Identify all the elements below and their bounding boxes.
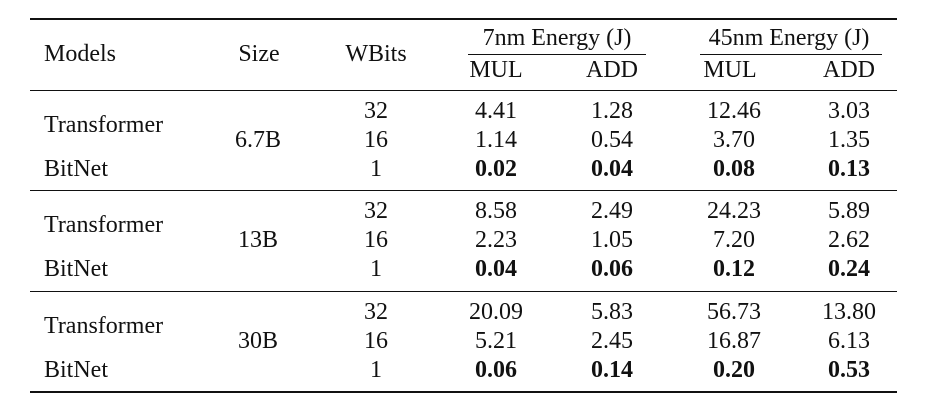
- add-45nm-cell: 6.13: [828, 328, 870, 354]
- model-label-bitnet: BitNet: [44, 156, 108, 182]
- mul-7nm-cell-bold: 0.06: [475, 357, 517, 383]
- header-mul-45nm: MUL: [703, 57, 757, 83]
- add-7nm-cell-bold: 0.04: [591, 156, 633, 182]
- mul-7nm-cell: 8.58: [475, 198, 517, 224]
- wbits-cell: 1: [370, 357, 382, 383]
- wbits-cell: 16: [364, 328, 388, 354]
- add-7nm-cell: 2.45: [591, 328, 633, 354]
- mul-45nm-cell-bold: 0.20: [713, 357, 755, 383]
- wbits-cell: 16: [364, 127, 388, 153]
- wbits-cell: 1: [370, 156, 382, 182]
- add-7nm-cell: 1.05: [591, 227, 633, 253]
- header-wbits: WBits: [345, 41, 407, 67]
- add-45nm-cell: 1.35: [828, 127, 870, 153]
- mul-45nm-cell: 24.23: [707, 198, 761, 224]
- model-label-transformer: Transformer: [44, 313, 164, 339]
- mul-7nm-cell: 4.41: [475, 98, 517, 124]
- mul-45nm-cell: 16.87: [707, 328, 761, 354]
- add-7nm-cell: 0.54: [591, 127, 633, 153]
- add-7nm-cell: 2.49: [591, 198, 633, 224]
- model-label-bitnet: BitNet: [44, 256, 108, 282]
- header-add-7nm: ADD: [586, 57, 638, 83]
- mul-7nm-cell-bold: 0.04: [475, 256, 517, 282]
- wbits-cell: 32: [364, 198, 388, 224]
- cmidrule-7nm: [468, 54, 646, 55]
- wbits-cell: 1: [370, 256, 382, 282]
- add-45nm-cell: 3.03: [828, 98, 870, 124]
- mul-7nm-cell: 5.21: [475, 328, 517, 354]
- mul-45nm-cell: 12.46: [707, 98, 761, 124]
- add-45nm-cell-bold: 0.53: [828, 357, 870, 383]
- wbits-cell: 16: [364, 227, 388, 253]
- size-cell: 6.7B: [234, 127, 282, 153]
- size-cell: 13B: [237, 227, 279, 253]
- cmidrule-45nm: [700, 54, 882, 55]
- header-size: Size: [238, 41, 280, 67]
- wbits-cell: 32: [364, 299, 388, 325]
- model-label-transformer: Transformer: [44, 112, 164, 138]
- mul-7nm-cell: 2.23: [475, 227, 517, 253]
- add-45nm-cell-bold: 0.24: [828, 256, 870, 282]
- header-7nm-energy: 7nm Energy (J): [482, 25, 632, 51]
- mul-7nm-cell-bold: 0.02: [475, 156, 517, 182]
- mul-45nm-cell: 7.20: [713, 227, 755, 253]
- add-7nm-cell: 1.28: [591, 98, 633, 124]
- add-7nm-cell: 5.83: [591, 299, 633, 325]
- mul-45nm-cell: 56.73: [707, 299, 761, 325]
- model-label-bitnet: BitNet: [44, 357, 108, 383]
- header-rule: [30, 90, 897, 91]
- top-rule: [30, 18, 897, 20]
- mul-45nm-cell-bold: 0.12: [713, 256, 755, 282]
- header-mul-7nm: MUL: [469, 57, 523, 83]
- mul-7nm-cell: 1.14: [475, 127, 517, 153]
- add-45nm-cell: 5.89: [828, 198, 870, 224]
- mul-7nm-cell: 20.09: [469, 299, 523, 325]
- group-rule: [30, 291, 897, 292]
- size-cell: 30B: [237, 328, 279, 354]
- header-45nm-energy: 45nm Energy (J): [708, 25, 870, 51]
- add-7nm-cell-bold: 0.06: [591, 256, 633, 282]
- group-rule: [30, 190, 897, 191]
- model-label-transformer: Transformer: [44, 212, 164, 238]
- add-45nm-cell: 13.80: [822, 299, 876, 325]
- add-7nm-cell-bold: 0.14: [591, 357, 633, 383]
- bottom-rule: [30, 391, 897, 393]
- mul-45nm-cell-bold: 0.08: [713, 156, 755, 182]
- header-add-45nm: ADD: [823, 57, 875, 83]
- header-models: Models: [44, 41, 116, 67]
- mul-45nm-cell: 3.70: [713, 127, 755, 153]
- add-45nm-cell-bold: 0.13: [828, 156, 870, 182]
- wbits-cell: 32: [364, 98, 388, 124]
- add-45nm-cell: 2.62: [828, 227, 870, 253]
